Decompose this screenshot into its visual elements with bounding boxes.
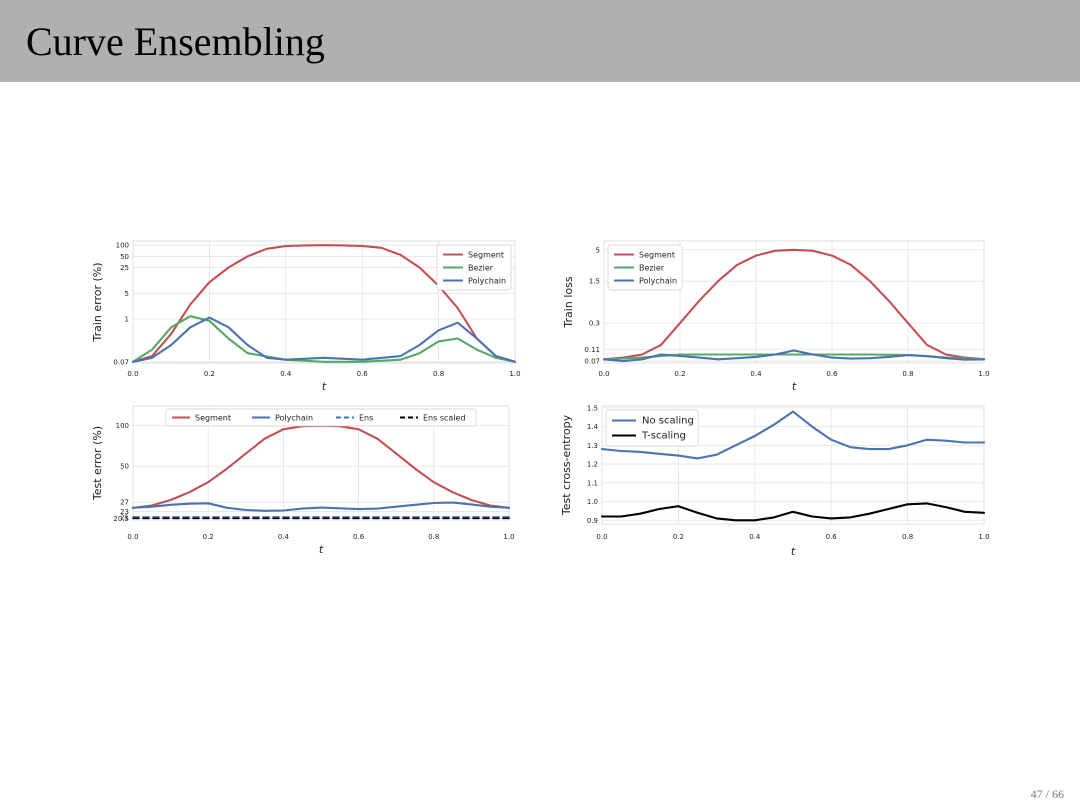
x-tick-label: 0.8 [902,370,913,378]
legend-box [607,244,683,291]
legend-label: Bezier [468,264,494,273]
x-tick-label: 1.0 [978,533,989,541]
series-line-polychain [131,316,517,363]
chart-train-error: 0.0 0.2 0.4 0.6 0.8 1.0 0.07 1 5 25 50 100 t Train er… [91,240,521,393]
y-tick-label: 50 [120,253,129,261]
legend-label: Bezier [639,264,665,273]
x-axis-label: t [322,380,327,393]
x-tick-label: 0.6 [353,533,365,541]
y-tick-label: 20.5 [113,515,129,523]
y-tick-label: 1.5 [587,404,598,412]
legend-box [436,244,512,291]
legend-box [165,408,477,427]
x-tick-label: 0.6 [826,533,838,541]
y-tick-label: 0.9 [587,517,598,525]
x-tick-label: 0.2 [673,533,684,541]
legend-box [605,409,699,447]
y-axis-label: Train error (%) [91,262,104,342]
series-line-bezier [131,315,517,363]
y-tick-label: 1.1 [587,479,598,487]
chart-train-loss: 0.0 0.2 0.4 0.6 0.8 1.0 0.07 0.11 0.3 1.5 5 t Train … [562,240,990,393]
x-axis-label: t [319,543,324,556]
x-tick-label: 0.4 [280,370,292,378]
x-axis-label: t [792,380,797,393]
y-tick-label: 1 [125,316,129,324]
y-tick-label: 50 [120,463,129,471]
y-tick-label: 1.2 [587,461,598,469]
x-tick-label: 0.0 [596,533,607,541]
y-tick-label: 21 [120,513,129,521]
legend-label: Polychain [468,277,506,286]
x-tick-label: 0.2 [204,370,215,378]
x-tick-label: 0.6 [826,370,838,378]
series-line-polychain [131,501,511,512]
x-tick-label: 0.8 [433,370,444,378]
x-tick-label: 0.4 [749,533,761,541]
y-tick-label: 0.07 [584,358,600,366]
slide-title: Curve Ensembling [26,19,325,64]
page-number: 47 / 66 [1030,787,1064,801]
x-tick-label: 0.0 [127,370,138,378]
y-tick-label: 100 [116,242,129,250]
x-tick-label: 1.0 [503,533,514,541]
series-line-polychain [602,349,986,363]
y-tick-label: 25 [120,264,129,272]
x-tick-label: 0.6 [357,370,369,378]
x-tick-label: 0.8 [902,533,913,541]
y-tick-label: 1.4 [587,423,599,431]
x-tick-label: 1.0 [509,370,520,378]
series-line-segment [602,248,986,361]
y-axis-label: Train loss [562,276,575,328]
x-axis-label: t [791,545,796,558]
x-tick-label: 0.4 [278,533,290,541]
y-tick-label: 23 [120,508,129,516]
legend-label: Segment [639,251,675,260]
x-tick-label: 0.4 [750,370,762,378]
y-tick-label: 100 [116,422,129,430]
x-tick-label: 1.0 [978,370,989,378]
y-tick-label: 27 [120,499,129,507]
x-tick-label: 0.0 [127,533,138,541]
x-tick-label: 0.8 [428,533,439,541]
y-tick-label: 5 [125,290,129,298]
title-bar: Curve Ensembling [0,0,1080,82]
y-tick-label: 0.3 [589,320,600,328]
series-line-segment [131,244,517,363]
legend-label: Polychain [639,277,677,286]
x-tick-label: 0.2 [674,370,685,378]
series-line-t-scaling [600,502,986,522]
legend-label: Ens scaled [423,414,466,423]
y-axis-label: Test cross-entropy [560,414,573,516]
y-tick-label: 1.0 [587,498,598,506]
y-tick-label: 0.11 [584,346,600,354]
y-tick-label: 5 [596,246,600,254]
legend-label: Ens [359,414,373,423]
y-tick-label: 1.3 [587,442,598,450]
legend-label: No scaling [642,416,694,427]
y-axis-label: Test error (%) [91,426,104,501]
chart-test-cross-entropy: 0.0 0.2 0.4 0.6 0.8 1.0 0.9 1.0 1.1 1.2 1.3 1.4 1.5 t… [560,404,990,558]
legend-label: Segment [468,251,504,260]
x-tick-label: 0.2 [203,533,214,541]
series-line-no-scaling [600,410,986,460]
y-tick-label: 0.07 [113,358,129,366]
legend-label: Polychain [275,414,313,423]
legend-label: Segment [195,414,231,423]
legend-label: T-scaling [641,431,686,442]
x-tick-label: 0.0 [598,370,609,378]
y-tick-label: 1.5 [589,278,600,286]
